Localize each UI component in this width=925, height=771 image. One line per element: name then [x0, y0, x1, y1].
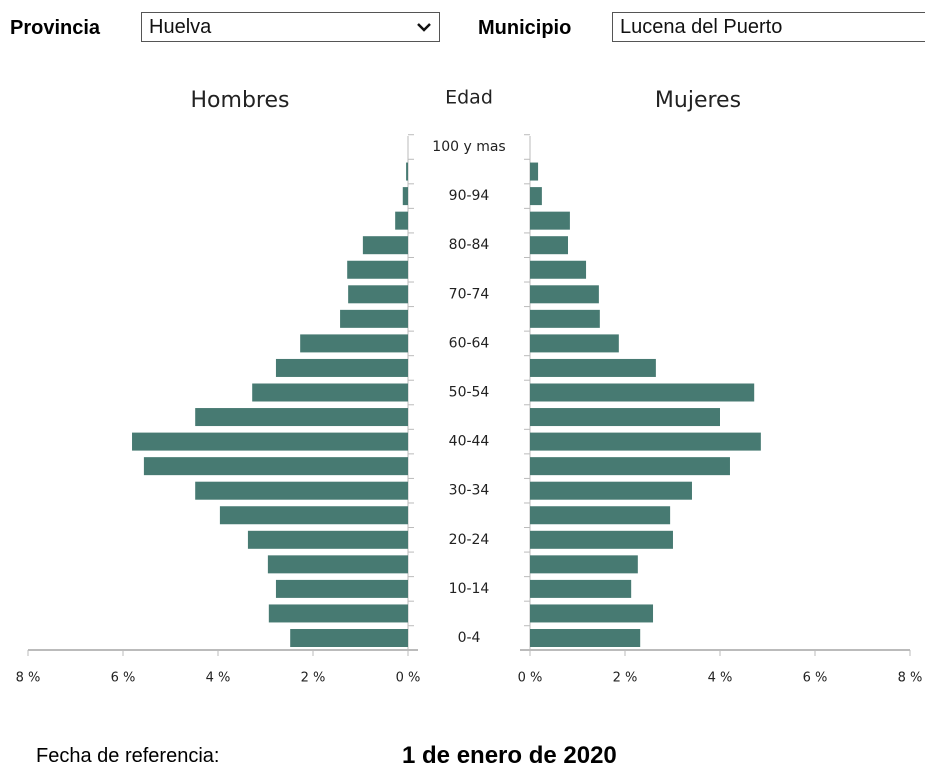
x-tick-label: 4 %: [708, 671, 733, 686]
bar: [530, 334, 619, 353]
bar: [300, 334, 408, 353]
bar: [268, 604, 408, 623]
bar: [530, 604, 654, 623]
bar: [195, 481, 408, 500]
provincia-value: Huelva: [149, 16, 212, 38]
bar: [348, 285, 408, 304]
bar: [530, 187, 542, 206]
bar: [530, 309, 600, 328]
bar: [247, 530, 408, 549]
age-label: 60-64: [449, 335, 490, 351]
bar: [530, 358, 656, 377]
bar: [143, 457, 408, 476]
bar: [406, 162, 408, 181]
reference-date: 1 de enero de 2020: [402, 742, 617, 769]
bar: [530, 457, 730, 476]
age-label: 100 y mas: [432, 139, 505, 155]
bar: [530, 162, 539, 181]
bar: [530, 579, 632, 598]
municipio-value: Lucena del Puerto: [620, 16, 783, 38]
municipio-label: Municipio: [478, 17, 572, 39]
age-label: 80-84: [449, 237, 490, 253]
side-title: Mujeres: [655, 88, 741, 113]
bar: [402, 187, 408, 206]
bar: [195, 408, 408, 427]
side-title: Hombres: [191, 88, 290, 113]
bar: [530, 629, 641, 647]
bar: [275, 579, 408, 598]
age-label: 70-74: [449, 286, 490, 302]
bar: [530, 383, 755, 402]
bar: [530, 236, 568, 255]
reference-label: Fecha de referencia:: [36, 745, 220, 767]
provincia-select[interactable]: Huelva: [141, 12, 440, 42]
age-label: 40-44: [449, 434, 490, 450]
age-label: 10-14: [449, 581, 490, 597]
bar: [362, 236, 408, 255]
age-label: 30-34: [449, 483, 490, 499]
age-label: 90-94: [449, 188, 490, 204]
x-tick-label: 0 %: [396, 671, 421, 686]
x-tick-label: 8 %: [16, 671, 41, 686]
bar: [530, 555, 638, 574]
bar: [530, 432, 761, 451]
age-label: 50-54: [449, 385, 490, 401]
bar: [219, 506, 408, 525]
age-label: 0-4: [458, 630, 481, 646]
provincia-label: Provincia: [10, 17, 101, 39]
bar: [395, 211, 408, 230]
x-tick-label: 6 %: [111, 671, 136, 686]
bar: [290, 629, 408, 647]
bar: [275, 358, 408, 377]
x-tick-label: 0 %: [518, 671, 543, 686]
bar: [530, 408, 720, 427]
axis-title: Edad: [445, 87, 493, 109]
bar: [530, 211, 570, 230]
chart: Hombres Mujeres Edad 0-4 10-14 20-24 30-34 40-4…: [16, 87, 923, 686]
x-tick-label: 4 %: [206, 671, 231, 686]
bar: [347, 260, 408, 279]
bar: [530, 260, 587, 279]
bar: [340, 309, 408, 328]
bar: [252, 383, 408, 402]
x-tick-label: 2 %: [613, 671, 638, 686]
x-tick-label: 8 %: [898, 671, 923, 686]
bar: [132, 432, 408, 451]
bar: [530, 530, 673, 549]
chevron: [417, 23, 431, 32]
bar: [530, 481, 692, 500]
bar: [267, 555, 408, 574]
bar: [530, 285, 599, 304]
x-tick-label: 2 %: [301, 671, 326, 686]
bar: [530, 506, 671, 525]
municipio-input[interactable]: Lucena del Puerto: [612, 12, 925, 42]
x-tick-label: 6 %: [803, 671, 828, 686]
age-label: 20-24: [449, 532, 490, 548]
